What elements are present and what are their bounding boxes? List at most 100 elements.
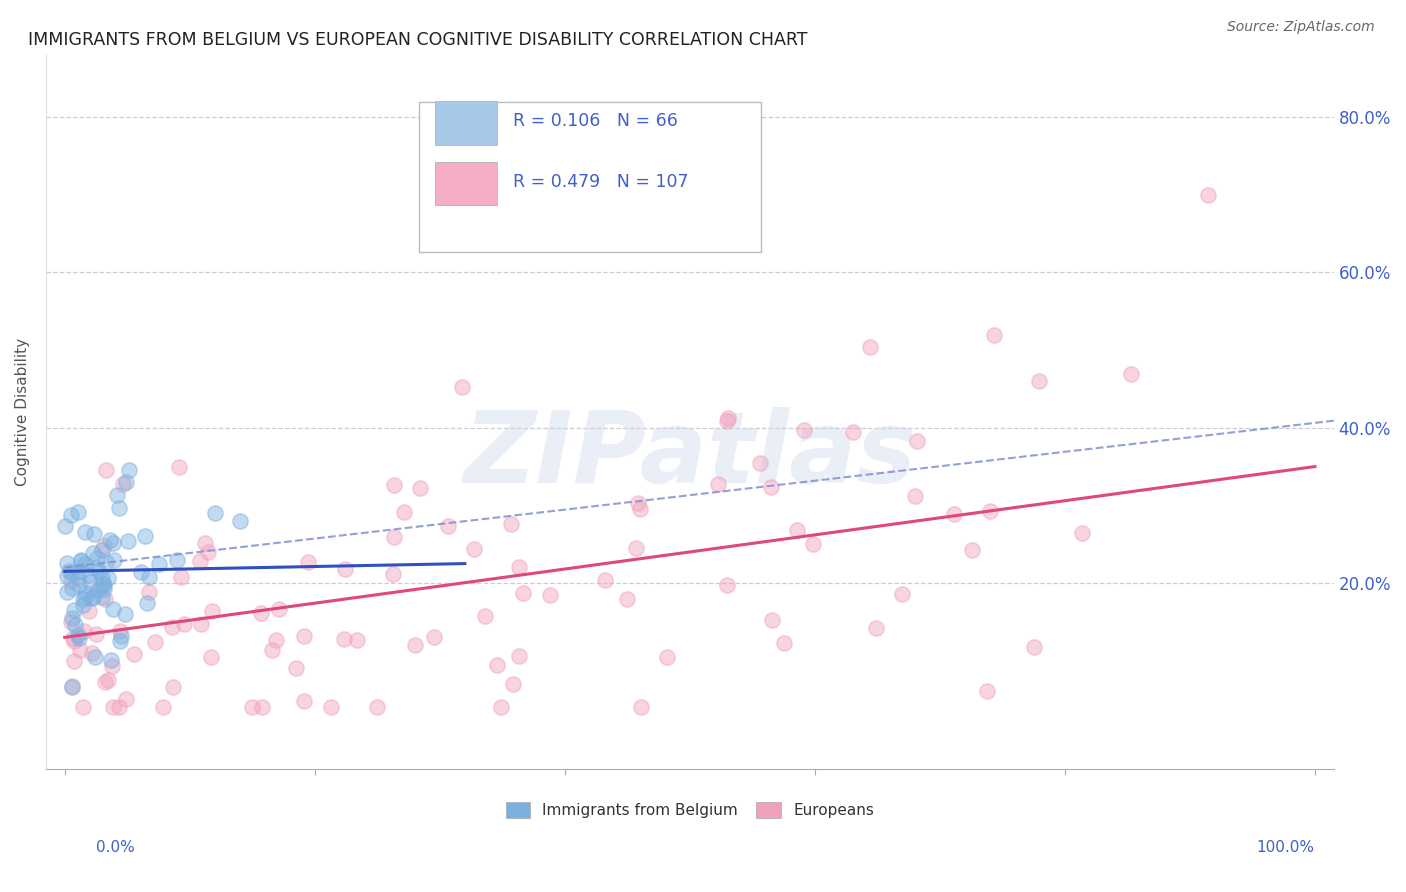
- Point: [62, 603, 84, 617]
- Point: [423, 630, 446, 644]
- Point: [122, 647, 145, 661]
- Point: [489, 700, 512, 714]
- Point: [593, 573, 616, 587]
- Point: [983, 327, 1005, 342]
- Point: [108, 634, 131, 648]
- Point: [60, 680, 83, 694]
- Point: [865, 621, 887, 635]
- Point: [786, 523, 808, 537]
- Point: [716, 414, 738, 428]
- Point: [79, 575, 101, 590]
- Point: [1022, 640, 1045, 654]
- Point: [250, 606, 273, 620]
- Point: [437, 519, 460, 533]
- Point: [749, 457, 772, 471]
- Point: [107, 488, 129, 502]
- Point: [976, 684, 998, 698]
- Point: [56, 585, 79, 599]
- Point: [82, 546, 104, 560]
- Point: [110, 624, 132, 639]
- Point: [94, 592, 117, 607]
- Point: [103, 700, 125, 714]
- Point: [93, 582, 115, 597]
- Point: [382, 530, 405, 544]
- Point: [335, 562, 357, 576]
- Point: [143, 635, 166, 649]
- Point: [392, 505, 415, 519]
- Point: [366, 700, 388, 714]
- Point: [716, 578, 738, 592]
- Point: [90, 580, 112, 594]
- Point: [72, 700, 94, 714]
- Point: [134, 529, 156, 543]
- Point: [294, 629, 316, 643]
- Point: [98, 533, 121, 548]
- Point: [93, 577, 115, 591]
- Point: [409, 481, 432, 495]
- Point: [82, 646, 104, 660]
- Point: [761, 613, 783, 627]
- Point: [1070, 525, 1092, 540]
- Text: R = 0.479   N = 107: R = 0.479 N = 107: [513, 172, 689, 191]
- Point: [1197, 187, 1219, 202]
- Y-axis label: Cognitive Disability: Cognitive Disability: [15, 338, 30, 486]
- Point: [943, 507, 966, 521]
- Point: [91, 576, 114, 591]
- Point: [772, 636, 794, 650]
- Point: [114, 607, 136, 621]
- Point: [706, 476, 728, 491]
- Point: [97, 673, 120, 687]
- Point: [512, 586, 534, 600]
- Point: [188, 554, 211, 568]
- Point: [56, 556, 79, 570]
- Point: [84, 627, 107, 641]
- Point: [110, 629, 132, 643]
- Point: [100, 653, 122, 667]
- Point: [82, 591, 104, 605]
- Point: [627, 496, 650, 510]
- Point: [70, 554, 93, 568]
- Text: Source: ZipAtlas.com: Source: ZipAtlas.com: [1227, 20, 1375, 34]
- Point: [793, 423, 815, 437]
- Point: [114, 692, 136, 706]
- Point: [63, 654, 86, 668]
- Text: 0.0%: 0.0%: [96, 840, 135, 855]
- Point: [67, 571, 90, 585]
- Point: [84, 561, 107, 575]
- Point: [60, 508, 83, 523]
- Point: [87, 564, 110, 578]
- Point: [292, 694, 315, 708]
- Point: [72, 592, 94, 607]
- Point: [474, 609, 496, 624]
- Point: [129, 566, 152, 580]
- FancyBboxPatch shape: [419, 102, 761, 252]
- Point: [84, 650, 107, 665]
- Point: [890, 587, 912, 601]
- Point: [382, 477, 405, 491]
- Point: [197, 545, 219, 559]
- Point: [90, 591, 112, 605]
- Point: [717, 410, 740, 425]
- Point: [60, 610, 83, 624]
- Point: [67, 631, 90, 645]
- Point: [62, 631, 84, 645]
- Point: [152, 700, 174, 714]
- Point: [148, 557, 170, 571]
- Point: [801, 536, 824, 550]
- Point: [59, 574, 82, 588]
- Point: [382, 566, 405, 581]
- Point: [94, 463, 117, 477]
- Legend: Immigrants from Belgium, Europeans: Immigrants from Belgium, Europeans: [498, 794, 882, 826]
- Point: [162, 680, 184, 694]
- Point: [628, 502, 651, 516]
- Point: [285, 661, 308, 675]
- Point: [118, 463, 141, 477]
- Point: [55, 569, 77, 583]
- FancyBboxPatch shape: [434, 101, 496, 145]
- Point: [616, 591, 638, 606]
- Point: [100, 659, 122, 673]
- Point: [73, 624, 96, 639]
- Point: [112, 477, 135, 491]
- Point: [75, 586, 97, 600]
- Point: [250, 700, 273, 714]
